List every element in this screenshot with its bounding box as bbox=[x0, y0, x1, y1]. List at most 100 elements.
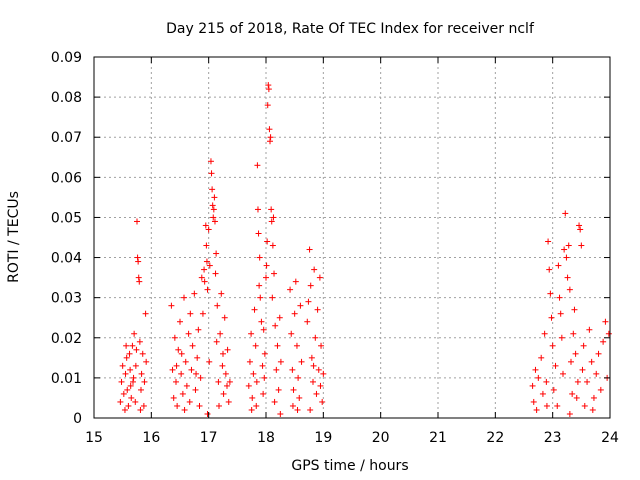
data-point bbox=[197, 374, 204, 381]
data-point bbox=[248, 330, 255, 337]
data-point bbox=[308, 354, 315, 361]
data-point bbox=[277, 410, 284, 417]
data-point bbox=[209, 186, 216, 193]
data-point bbox=[287, 286, 294, 293]
data-point bbox=[556, 294, 563, 301]
data-point bbox=[183, 382, 190, 389]
data-point bbox=[602, 318, 609, 325]
data-point bbox=[129, 342, 136, 349]
data-point bbox=[581, 402, 588, 409]
data-point bbox=[605, 330, 612, 337]
data-point bbox=[277, 358, 284, 365]
y-tick-label: 0.02 bbox=[51, 331, 82, 347]
data-point bbox=[251, 306, 258, 313]
data-point bbox=[177, 318, 183, 325]
y-tick-label: 0.08 bbox=[51, 90, 82, 106]
data-point bbox=[203, 242, 210, 249]
data-point bbox=[570, 330, 577, 337]
data-point bbox=[137, 406, 144, 413]
data-point bbox=[211, 194, 218, 201]
data-point bbox=[213, 338, 220, 345]
x-tick-label: 20 bbox=[372, 430, 390, 446]
data-point bbox=[134, 254, 141, 261]
data-point bbox=[555, 262, 562, 269]
data-point bbox=[193, 370, 200, 377]
plot-frame bbox=[93, 56, 611, 419]
data-point bbox=[572, 350, 579, 357]
data-point bbox=[580, 342, 587, 349]
data-point bbox=[256, 282, 263, 289]
data-point bbox=[261, 374, 268, 381]
data-point bbox=[135, 274, 142, 281]
data-point bbox=[530, 398, 537, 405]
data-point bbox=[218, 290, 225, 297]
data-point bbox=[215, 402, 222, 409]
data-point bbox=[210, 214, 217, 221]
data-point bbox=[315, 366, 322, 373]
data-point bbox=[123, 342, 130, 349]
data-point bbox=[139, 350, 146, 357]
data-point bbox=[188, 366, 195, 373]
x-tick-label: 21 bbox=[429, 430, 447, 446]
ticks-layer bbox=[93, 56, 611, 419]
data-point bbox=[552, 362, 559, 369]
data-point bbox=[586, 326, 593, 333]
data-point bbox=[212, 270, 219, 277]
grid-layer bbox=[94, 57, 610, 418]
data-point bbox=[248, 406, 255, 413]
data-point bbox=[127, 366, 134, 373]
data-point bbox=[252, 342, 259, 349]
data-point bbox=[310, 378, 317, 385]
data-point bbox=[186, 398, 193, 405]
data-point bbox=[288, 330, 295, 337]
data-point bbox=[222, 370, 229, 377]
data-point bbox=[130, 374, 137, 381]
data-point bbox=[291, 310, 298, 317]
data-point bbox=[579, 366, 586, 373]
data-point bbox=[566, 410, 573, 417]
data-point bbox=[117, 398, 124, 405]
data-point bbox=[590, 394, 597, 401]
data-point bbox=[132, 362, 139, 369]
data-point bbox=[171, 334, 178, 341]
data-point bbox=[314, 306, 321, 313]
x-tick-label: 22 bbox=[486, 430, 504, 446]
x-axis-label: GPS time / hours bbox=[291, 458, 408, 474]
data-point bbox=[588, 358, 595, 365]
data-point bbox=[199, 310, 206, 317]
data-point bbox=[143, 358, 150, 365]
data-point bbox=[566, 286, 573, 293]
data-point bbox=[132, 398, 139, 405]
data-point bbox=[546, 266, 553, 273]
data-point bbox=[316, 274, 323, 281]
data-point bbox=[289, 366, 296, 373]
points-layer bbox=[117, 82, 612, 417]
data-point bbox=[205, 226, 212, 233]
data-point bbox=[224, 382, 231, 389]
x-tick-label: 16 bbox=[142, 430, 160, 446]
data-point bbox=[571, 306, 578, 313]
data-point bbox=[559, 370, 566, 377]
chart-title: Day 215 of 2018, Rate Of TEC Index for r… bbox=[166, 21, 535, 37]
y-tick-label: 0.07 bbox=[51, 130, 82, 146]
data-point bbox=[140, 402, 147, 409]
data-point bbox=[292, 278, 299, 285]
data-point bbox=[267, 134, 274, 141]
data-point bbox=[295, 374, 302, 381]
data-point bbox=[124, 386, 131, 393]
data-point bbox=[121, 406, 128, 413]
data-point bbox=[595, 350, 602, 357]
data-point bbox=[122, 370, 129, 377]
data-point bbox=[220, 390, 227, 397]
data-point bbox=[142, 310, 149, 317]
data-point bbox=[274, 342, 281, 349]
data-point bbox=[185, 330, 192, 337]
data-point bbox=[170, 394, 177, 401]
data-point bbox=[313, 390, 320, 397]
data-point bbox=[263, 262, 270, 269]
data-point bbox=[210, 206, 217, 213]
data-point bbox=[597, 386, 604, 393]
data-point bbox=[541, 330, 548, 337]
data-point bbox=[578, 242, 585, 249]
data-point bbox=[312, 334, 319, 341]
